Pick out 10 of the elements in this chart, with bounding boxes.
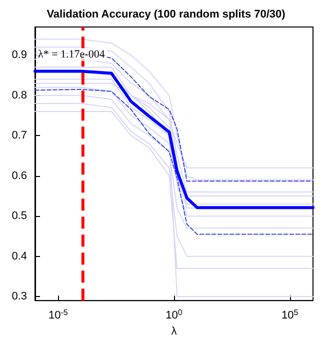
- y-tick-label: 0.3: [12, 290, 27, 303]
- y-tick-label: 0.8: [12, 89, 27, 102]
- y-tick-label: 0.6: [12, 170, 27, 182]
- y-tick-label: 0.7: [12, 130, 27, 142]
- y-tick-label: 0.4: [12, 250, 27, 262]
- chart-title: Validation Accuracy (100 random splits 70/30): [46, 8, 286, 20]
- annotation: λ* = 1.17e-004: [38, 48, 106, 61]
- y-tick-label: 0.9: [12, 49, 27, 62]
- x-axis-title: λ: [171, 326, 178, 338]
- y-tick-label: 0.5: [12, 210, 27, 222]
